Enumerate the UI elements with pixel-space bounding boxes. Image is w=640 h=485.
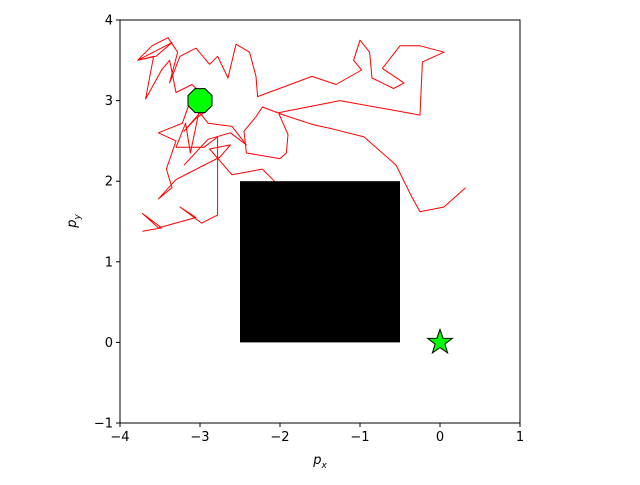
- y-tick-label: 2: [105, 175, 113, 190]
- y-tick-label: −1: [94, 417, 113, 432]
- x-tick-label: −1: [350, 430, 369, 445]
- x-axis: −4 −3 −2 −1 0 1: [110, 423, 524, 445]
- x-axis-label: px: [312, 453, 327, 471]
- trajectory-line-1: [137, 37, 466, 232]
- x-tick-label: −2: [270, 430, 289, 445]
- x-tick-label: 1: [516, 430, 524, 445]
- x-tick-label: −4: [110, 430, 129, 445]
- y-tick-label: 4: [105, 14, 113, 29]
- y-axis-label: py: [65, 214, 83, 229]
- start-octagon-marker: [187, 88, 213, 114]
- obstacle-rect: [240, 181, 400, 343]
- x-tick-label: 0: [436, 430, 444, 445]
- trajectory-line-2: [157, 100, 277, 226]
- goal-star-marker: [426, 327, 454, 355]
- y-tick-label: 1: [105, 255, 113, 270]
- x-tick-label: −3: [190, 430, 209, 445]
- y-axis: −1 0 1 2 3 4: [94, 14, 120, 432]
- plot-frame: [119, 19, 521, 424]
- y-tick-label: 3: [105, 94, 113, 109]
- plot-data: [137, 37, 466, 355]
- y-tick-label: 0: [105, 336, 113, 351]
